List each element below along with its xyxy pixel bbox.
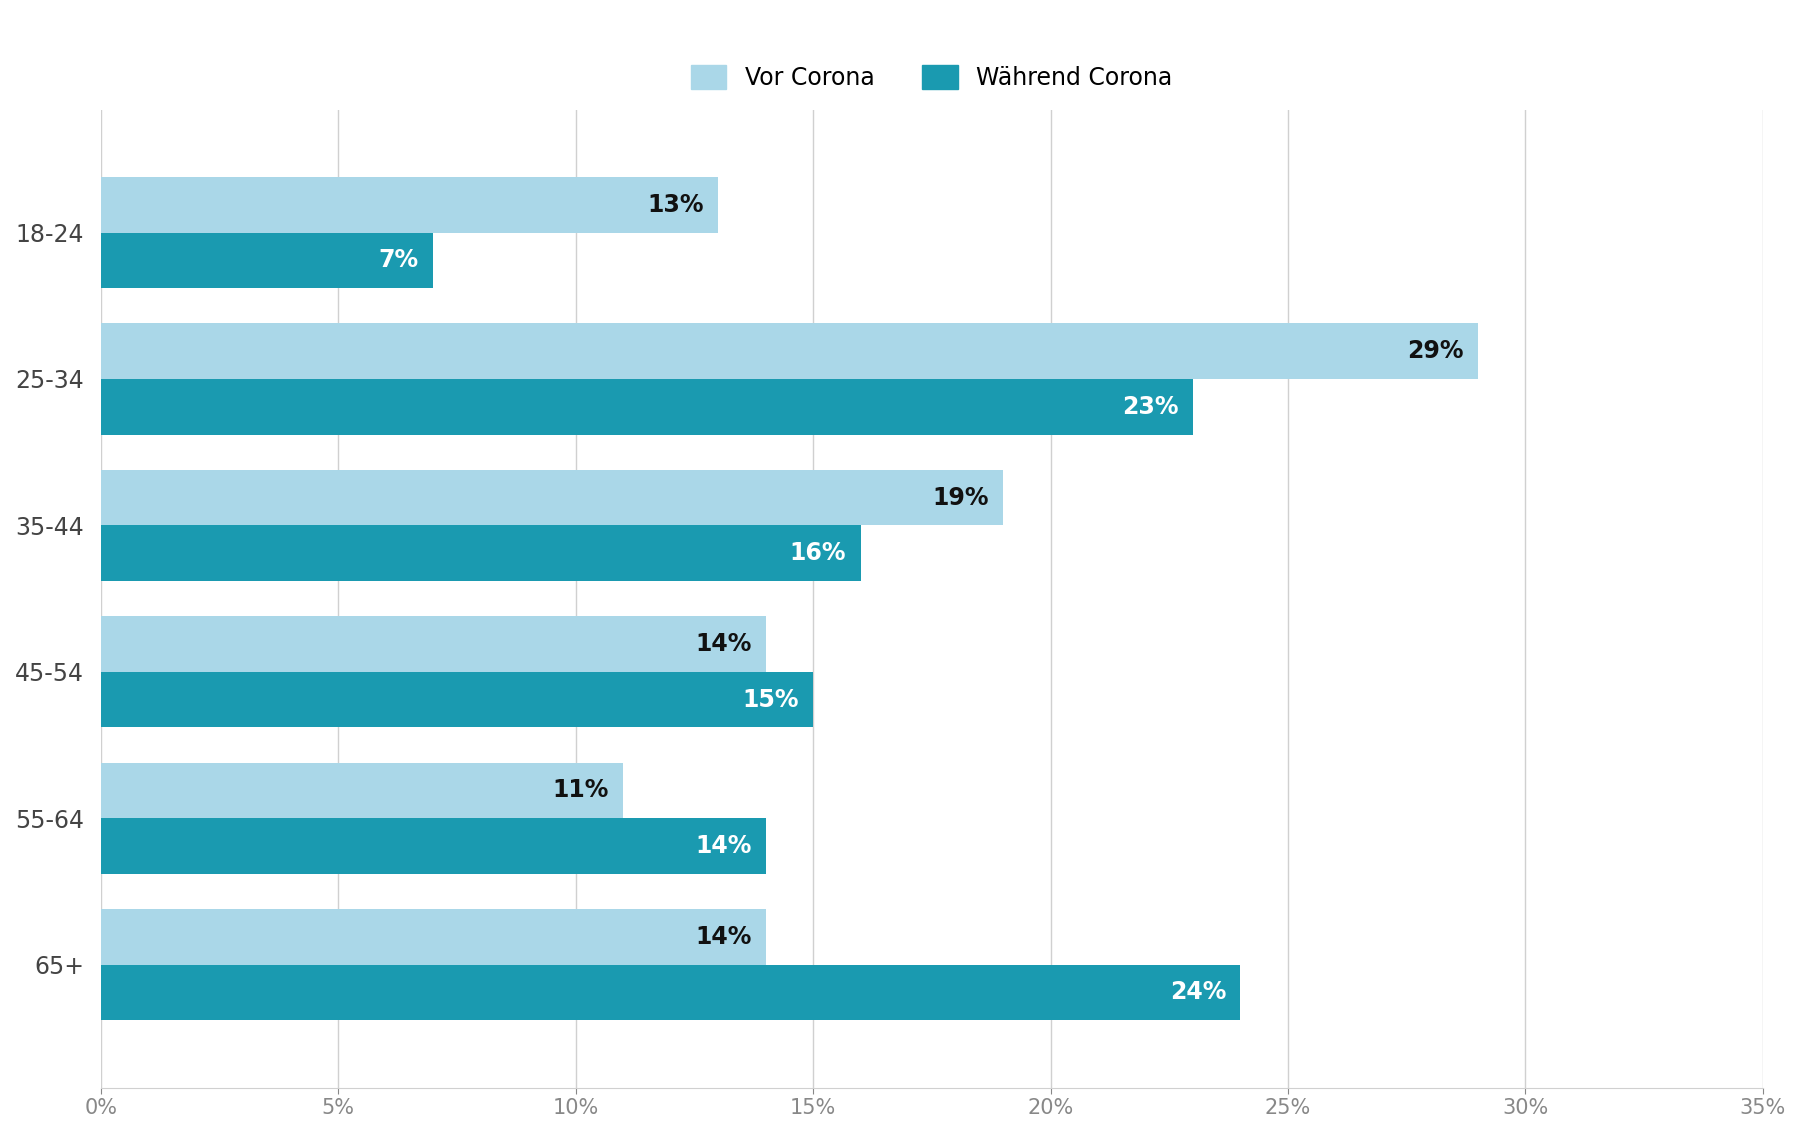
Bar [101, 177, 719, 232]
Bar [101, 378, 1192, 435]
Text: 7%: 7% [378, 248, 420, 272]
Bar [101, 232, 432, 288]
Text: 11%: 11% [553, 778, 609, 802]
Bar [101, 818, 765, 874]
Bar [101, 470, 1003, 526]
Text: 15%: 15% [742, 688, 800, 712]
Bar [101, 323, 1479, 378]
Text: 14%: 14% [695, 834, 751, 858]
Bar [101, 526, 861, 581]
Text: 24%: 24% [1171, 980, 1226, 1005]
Text: 23%: 23% [1122, 394, 1178, 419]
Legend: Vor Corona, Während Corona: Vor Corona, Während Corona [679, 53, 1185, 102]
Bar [101, 964, 1241, 1020]
Text: 19%: 19% [933, 486, 989, 510]
Text: 16%: 16% [791, 542, 846, 565]
Text: 13%: 13% [647, 193, 704, 216]
Bar [101, 616, 765, 672]
Bar [101, 672, 812, 727]
Bar [101, 909, 765, 964]
Text: 14%: 14% [695, 925, 751, 948]
Bar [101, 763, 623, 818]
Text: 14%: 14% [695, 632, 751, 656]
Text: 29%: 29% [1407, 339, 1464, 364]
